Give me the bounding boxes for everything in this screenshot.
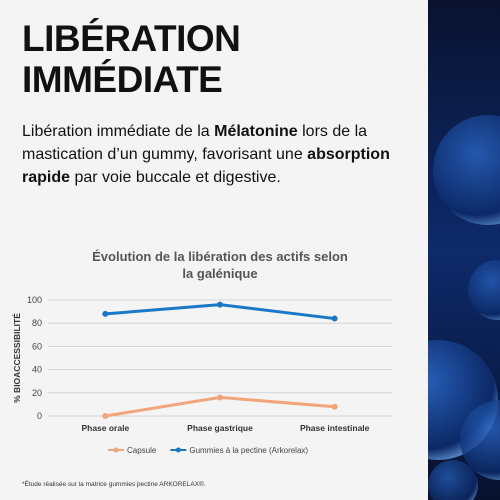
y-tick-label: 80 — [32, 318, 42, 328]
point — [102, 310, 109, 317]
paragraph-segment: Mélatonine — [214, 123, 298, 140]
chart: 0 20 40 60 80 100 % BIOACCESSIBILITÉ Phase oral… — [12, 295, 392, 488]
x-tick-label: Phase gastrique — [187, 423, 253, 433]
legend-swatch-dot — [175, 447, 181, 453]
point — [217, 394, 223, 401]
heading-line: LIBÉRATION — [22, 18, 241, 59]
y-tick-label: 60 — [32, 341, 42, 351]
chart-title: Évolution de la libération des actifs se… — [92, 249, 348, 281]
paragraph-segment: par voie buccale et digestive. — [70, 169, 281, 186]
footnote: *Étude réalisée sur la matrice gummies p… — [22, 479, 206, 488]
paragraph-segment: lors de la mastication d’un gummy, favor… — [22, 123, 368, 163]
y-tick-label: 0 — [37, 411, 42, 421]
side-image — [428, 0, 500, 500]
heading: LIBÉRATION IMMÉDIATE — [22, 18, 241, 100]
paragraph-segment: absorption rapide — [22, 146, 390, 186]
legend-swatch-dot — [113, 447, 119, 453]
x-tick-label: Phase orale — [81, 423, 129, 433]
point — [331, 315, 338, 322]
legend-label: Capsule — [127, 446, 157, 455]
legend-label: Gummies à la pectine (Arkorelax) — [189, 446, 308, 455]
point — [331, 403, 338, 410]
x-tick-label: Phase intestinale — [300, 423, 370, 433]
paragraph: Libération immédiate de la Mélatonine lo… — [22, 120, 412, 189]
y-axis-label: % BIOACCESSIBILITÉ — [12, 313, 22, 403]
point — [102, 413, 109, 419]
y-tick-label: 20 — [32, 388, 42, 398]
paragraph-segment: Libération immédiate de la — [22, 123, 215, 140]
point — [217, 301, 223, 308]
heading-line: IMMÉDIATE — [22, 59, 223, 100]
y-tick-label: 40 — [32, 365, 42, 375]
y-tick-label: 100 — [27, 295, 42, 305]
